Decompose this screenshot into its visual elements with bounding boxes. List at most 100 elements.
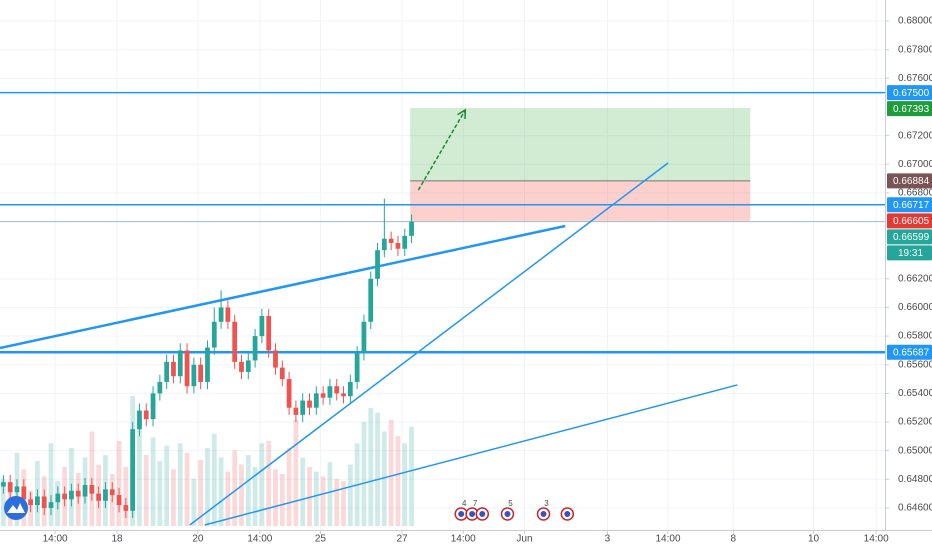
volume-bar [150,437,156,526]
y-tick-label: 0.66800 [898,188,932,199]
x-tick-label: 25 [315,534,327,545]
candle-body [69,490,74,500]
candle-body [28,499,33,506]
candle-body [7,482,13,493]
candle-body [62,493,68,500]
candle-body [313,393,319,408]
price-tag-label: 0.66717 [893,200,930,211]
x-tick-label: 20 [192,534,204,545]
candle-body [150,393,156,420]
candle-body [225,307,231,322]
candle-body [320,393,326,398]
volume-bar [300,457,306,526]
x-tick-label: 10 [808,534,820,545]
logo[interactable] [4,496,28,520]
candle-body [184,350,190,387]
logo-icon [7,503,25,513]
price-tag [887,197,932,213]
price-tag [887,85,932,101]
volume-bar [164,445,170,526]
volume-bar [402,443,408,526]
candle-body [109,489,115,496]
volume-bar [205,448,210,526]
trend-line [204,384,738,526]
price-tag-label: 0.66599 [893,232,930,243]
volume-bar [218,457,224,526]
candle-body [327,386,333,398]
volume-bar [137,417,142,526]
candle-body [41,496,47,508]
candle-body [211,321,217,348]
volume-bar [198,459,204,526]
candle-body [171,361,176,377]
volume-bar [239,464,244,526]
candle-body [409,221,414,236]
event-count: 3 [544,499,549,508]
candle-body [381,238,387,251]
x-tick-label: 8 [731,534,737,545]
price-tag [887,101,932,117]
y-tick-label: 0.65800 [898,331,932,342]
price-tag [887,344,932,360]
candle-body [1,482,6,487]
logo-badge[interactable] [4,496,28,520]
price-tag [887,173,932,189]
volume-bar [123,466,129,526]
candle-body [375,250,380,279]
volume-pane [1,396,414,526]
candle-body [300,400,306,415]
volume-bar [191,478,197,526]
volume-bar [157,461,163,526]
candle-body [164,361,170,382]
volume-bar [266,440,272,526]
y-tick-label: 0.66200 [898,273,932,284]
x-tick-label: 27 [396,534,408,545]
volume-bar [375,412,380,526]
event-count: 4 [462,499,467,508]
volume-bar [361,422,367,526]
price-tag-label: 0.67393 [893,104,930,115]
candle-body [341,393,346,397]
candle-body [279,367,285,380]
candle-body [55,493,61,503]
price-tag-label: 0.67500 [893,88,930,99]
candle-body [354,353,360,382]
countdown-label: 19:31 [898,248,923,259]
price-tag [887,213,932,229]
x-tick-label: 14:00 [451,534,476,545]
event-flag [458,511,465,517]
y-tick-label: 0.65000 [898,445,932,456]
y-tick-label: 0.67200 [898,130,932,141]
volume-bar [171,469,176,526]
volume-bar [320,476,326,526]
y-tick-label: 0.64600 [898,503,932,514]
candle-body [218,307,224,322]
volume-bar [313,471,319,526]
price-tag-label: 0.65687 [893,347,930,358]
volume-bar [177,443,183,526]
candle-body [266,316,272,351]
y-tick-label: 0.65600 [898,359,932,370]
candle-body [130,429,136,511]
countdown-tag [887,245,932,261]
volume-bar [307,466,312,526]
volume-bar [368,407,374,526]
volume-bar [225,471,231,526]
candle-body [48,502,54,508]
volume-bar [347,464,353,526]
price-tag-label: 0.66884 [893,176,930,187]
y-tick-label: 0.67000 [898,159,932,170]
volume-bar [279,474,285,526]
candle-body [157,381,163,394]
candles [1,198,414,518]
volume-bar [334,478,340,526]
x-tick-label: Jun [516,534,532,545]
volume-bar [1,478,6,526]
event-flag [469,511,476,517]
volume-bar [116,440,122,526]
volume-bar [184,452,190,526]
event-flag [540,511,547,517]
volume-bar [381,431,387,526]
event-flag [504,511,511,517]
